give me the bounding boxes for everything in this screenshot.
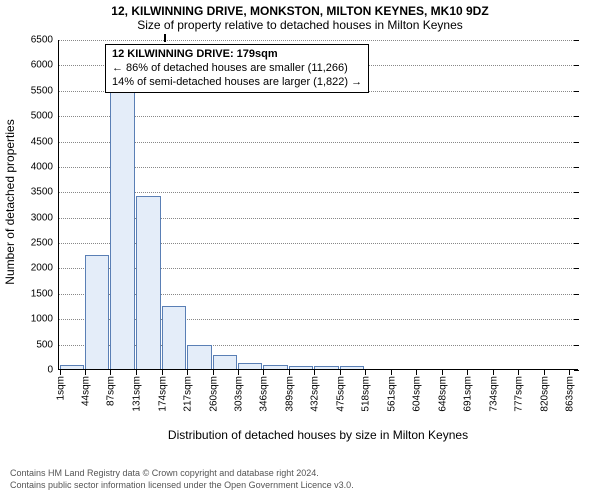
y-tick-label: 0 xyxy=(47,365,59,376)
y-tick-label: 5000 xyxy=(31,111,59,122)
property-marker xyxy=(164,34,166,42)
x-tick-label: 734sqm xyxy=(486,376,499,412)
histogram-bar xyxy=(162,306,186,369)
x-tick-label: 87sqm xyxy=(104,376,117,406)
chart-container: { "title": { "line1": "12, KILWINNING DR… xyxy=(0,0,600,500)
histogram-bar xyxy=(238,363,262,369)
x-tick-label: 44sqm xyxy=(79,376,92,406)
legend-box: 12 KILWINNING DRIVE: 179sqm ← 86% of det… xyxy=(105,44,369,93)
chart-title-subtitle: Size of property relative to detached ho… xyxy=(0,18,600,32)
footer-line2: Contains public sector information licen… xyxy=(10,480,354,492)
x-axis-label: Distribution of detached houses by size … xyxy=(58,428,578,442)
x-tick-label: 475sqm xyxy=(333,376,346,412)
y-tick-label: 6500 xyxy=(31,35,59,46)
y-tick-label: 2500 xyxy=(31,238,59,249)
x-tick-label: 777sqm xyxy=(512,376,525,412)
y-tick-label: 1000 xyxy=(31,314,59,325)
x-tick-label: 389sqm xyxy=(282,376,295,412)
footer-attribution: Contains HM Land Registry data © Crown c… xyxy=(10,468,354,491)
gridline xyxy=(59,142,578,143)
x-tick-label: 604sqm xyxy=(409,376,422,412)
histogram-bar xyxy=(213,355,237,369)
footer-line1: Contains HM Land Registry data © Crown c… xyxy=(10,468,354,480)
x-tick-label: 131sqm xyxy=(130,376,143,412)
histogram-bar xyxy=(136,196,160,369)
histogram-bar xyxy=(314,366,338,369)
x-tick-label: 260sqm xyxy=(206,376,219,412)
gridline xyxy=(59,40,578,41)
x-tick-label: 648sqm xyxy=(435,376,448,412)
legend-title: 12 KILWINNING DRIVE: 179sqm xyxy=(112,48,362,62)
histogram-bar xyxy=(263,365,287,369)
x-tick-label: 217sqm xyxy=(181,376,194,412)
y-tick-label: 4500 xyxy=(31,136,59,147)
x-tick-label: 518sqm xyxy=(359,376,372,412)
chart-title-address: 12, KILWINNING DRIVE, MONKSTON, MILTON K… xyxy=(0,0,600,18)
y-tick-label: 1500 xyxy=(31,288,59,299)
histogram-bar xyxy=(340,366,364,369)
x-tick-label: 346sqm xyxy=(257,376,270,412)
histogram-bar xyxy=(85,255,109,369)
x-tick-label: 561sqm xyxy=(384,376,397,412)
x-tick-label: 174sqm xyxy=(155,376,168,412)
x-tick-label: 432sqm xyxy=(308,376,321,412)
y-tick-label: 5500 xyxy=(31,85,59,96)
x-tick-label: 1sqm xyxy=(53,376,66,400)
gridline xyxy=(59,167,578,168)
x-tick-label: 303sqm xyxy=(232,376,245,412)
y-tick-label: 3500 xyxy=(31,187,59,198)
y-tick-label: 500 xyxy=(36,339,59,350)
y-tick-label: 3000 xyxy=(31,212,59,223)
gridline xyxy=(59,192,578,193)
histogram-bar xyxy=(60,365,84,369)
y-tick-label: 6000 xyxy=(31,60,59,71)
y-tick-label: 2000 xyxy=(31,263,59,274)
gridline xyxy=(59,116,578,117)
y-tick-label: 4000 xyxy=(31,161,59,172)
legend-line-larger: 14% of semi-detached houses are larger (… xyxy=(112,76,362,90)
legend-line-smaller: ← 86% of detached houses are smaller (11… xyxy=(112,62,362,76)
histogram-bar xyxy=(289,366,313,369)
x-tick-label: 691sqm xyxy=(461,376,474,412)
histogram-bar xyxy=(110,92,135,369)
y-axis-label: Number of detached properties xyxy=(3,102,17,302)
x-tick-label: 820sqm xyxy=(537,376,550,412)
histogram-bar xyxy=(187,345,211,369)
x-tick-label: 863sqm xyxy=(562,376,575,412)
